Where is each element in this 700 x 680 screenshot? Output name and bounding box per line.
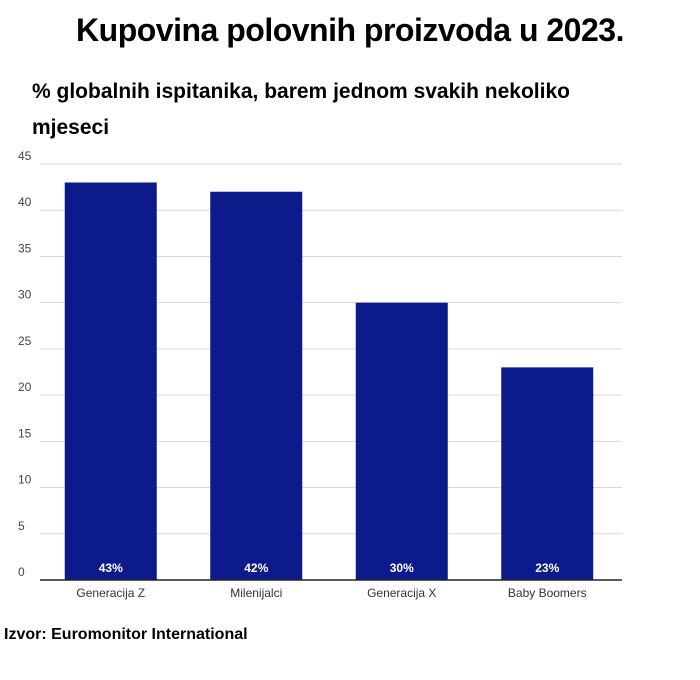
y-tick-label: 40 — [18, 195, 32, 209]
data-label: 43% — [99, 561, 123, 575]
bar — [64, 182, 157, 580]
y-tick-label: 30 — [18, 288, 32, 302]
y-tick-label: 5 — [18, 519, 25, 533]
data-label: 30% — [390, 561, 414, 575]
category-label: Generacija Z — [76, 586, 145, 600]
data-label: 42% — [244, 561, 268, 575]
source-note: Izvor: Euromonitor International — [4, 626, 248, 643]
bars — [64, 182, 594, 580]
category-label: Baby Boomers — [508, 586, 587, 600]
chart-title: Kupovina polovnih proizvoda u 2023. — [76, 12, 624, 48]
category-labels: Generacija Z Milenijalci Generacija X Baby … — [76, 586, 586, 600]
chart-subtitle: % globalnih ispitanika, barem jednom sva… — [32, 80, 570, 139]
category-label: Milenijalci — [230, 586, 282, 600]
y-tick-label: 25 — [18, 334, 32, 348]
y-tick-label: 0 — [18, 565, 25, 579]
data-label: 23% — [535, 561, 559, 575]
bar — [210, 191, 303, 580]
y-tick-label: 20 — [18, 380, 32, 394]
y-tick-label: 10 — [18, 473, 32, 487]
y-tick-label: 35 — [18, 241, 32, 255]
category-label: Generacija X — [367, 586, 436, 600]
bar — [501, 367, 594, 580]
y-tick-label: 45 — [18, 149, 32, 163]
y-tick-label: 15 — [18, 426, 32, 440]
data-labels: 43% 42% 30% 23% — [99, 561, 560, 575]
bar — [355, 302, 448, 580]
y-axis-ticks: 0 5 10 15 20 25 30 35 40 45 — [18, 149, 32, 579]
